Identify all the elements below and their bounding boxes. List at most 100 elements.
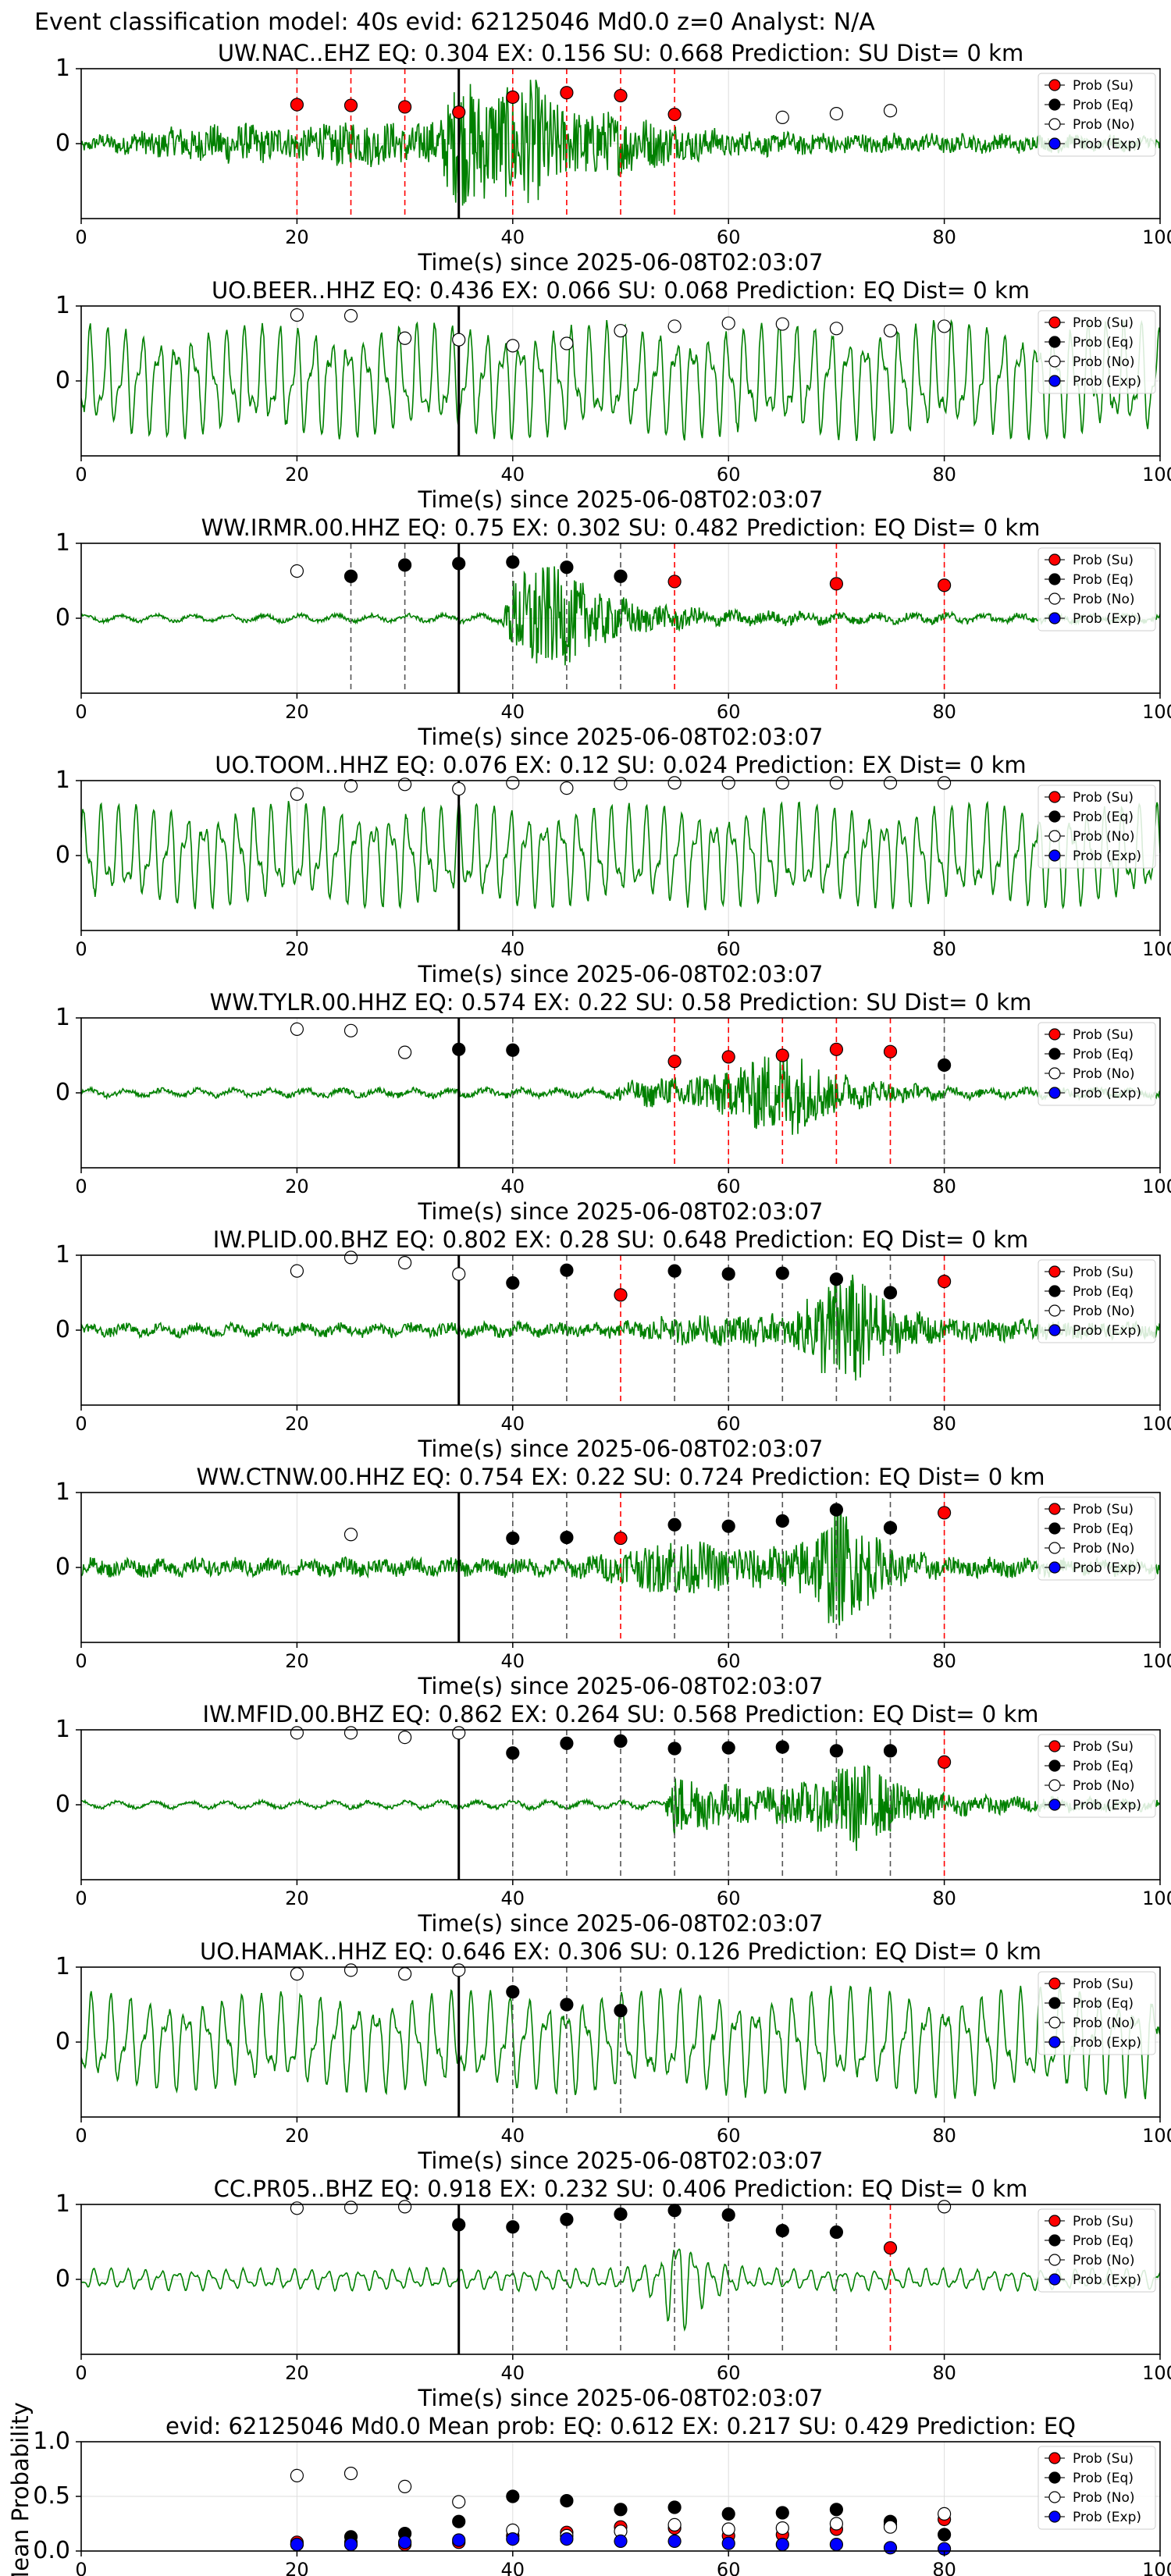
legend-marker-su (1048, 791, 1061, 803)
x-tick-label: 40 (501, 464, 525, 486)
x-tick-label: 0 (75, 1650, 87, 1672)
legend-marker-su (1048, 1265, 1061, 1278)
x-tick-label: 40 (501, 2362, 525, 2384)
waveform-trace (81, 318, 1160, 441)
legend-marker-no (1048, 1779, 1061, 1791)
legend-label: Prob (Exp) (1073, 2272, 1141, 2288)
legend-label: Prob (Su) (1073, 1502, 1134, 1517)
legend-marker-no (1048, 830, 1061, 842)
x-tick-label: 80 (932, 938, 956, 960)
prob-marker-no (937, 776, 952, 790)
legend-label: Prob (No) (1073, 2016, 1135, 2031)
prob-marker-no (397, 1967, 412, 1981)
prob-marker-eq (560, 1998, 574, 2012)
legend-marker-exp (1048, 2510, 1061, 2523)
prob-marker-su (560, 86, 574, 100)
prob-marker-su (614, 1288, 628, 1302)
mean-marker-eq (506, 2489, 520, 2503)
x-tick-label: 0 (75, 2125, 87, 2147)
x-tick-label: 80 (932, 226, 956, 248)
legend-label: Prob (Eq) (1073, 1996, 1134, 2012)
prob-marker-eq (883, 1744, 898, 1758)
prob-marker-su (937, 1506, 952, 1520)
prob-marker-no (452, 781, 466, 796)
legend-marker-no (1048, 2491, 1061, 2503)
y-tick-label: 0 (55, 841, 70, 869)
prob-marker-no (883, 324, 898, 338)
station-title: IW.PLID.00.BHZ EQ: 0.802 EX: 0.28 SU: 0.… (213, 1226, 1029, 1253)
prob-marker-su (452, 105, 466, 119)
prob-marker-eq (560, 1530, 574, 1545)
x-tick-label: 40 (501, 2559, 525, 2576)
station-panel-2: UO.BEER..HHZ EQ: 0.436 EX: 0.066 SU: 0.0… (55, 277, 1171, 513)
legend-marker-su (1048, 2215, 1061, 2227)
prob-marker-no (452, 333, 466, 347)
mean-title: evid: 62125046 Md0.0 Mean prob: EQ: 0.61… (166, 2413, 1076, 2439)
x-tick-label: 20 (285, 2559, 309, 2576)
legend-label: Prob (Eq) (1073, 572, 1134, 588)
x-tick-label: 20 (285, 2125, 309, 2147)
station-panel-8: IW.MFID.00.BHZ EQ: 0.862 EX: 0.264 SU: 0… (55, 1701, 1171, 1937)
station-title: WW.TYLR.00.HHZ EQ: 0.574 EX: 0.22 SU: 0.… (210, 989, 1032, 1016)
legend-label: Prob (Eq) (1073, 1759, 1134, 1774)
x-tick-label: 100 (1142, 2125, 1171, 2147)
mean-marker-no (667, 2517, 682, 2532)
station-title: UO.TOOM..HHZ EQ: 0.076 EX: 0.12 SU: 0.02… (215, 752, 1026, 778)
mean-marker-no (290, 2468, 304, 2482)
x-tick-label: 60 (717, 2559, 741, 2576)
mean-marker-eq (937, 2528, 952, 2542)
prob-marker-su (397, 100, 412, 114)
legend-box (1038, 1496, 1156, 1581)
legend-box (1038, 1259, 1156, 1343)
legend-label: Prob (Eq) (1073, 809, 1134, 825)
x-tick-label: 0 (75, 1176, 87, 1197)
prob-marker-su (721, 1050, 735, 1064)
x-tick-label: 80 (932, 1413, 956, 1435)
legend-label: Prob (Su) (1073, 553, 1134, 568)
legend-box (1038, 73, 1156, 157)
prob-marker-no (506, 776, 520, 790)
x-axis-label: Time(s) since 2025-06-08T02:03:07 (418, 1198, 824, 1225)
y-tick-label: 1 (55, 767, 70, 794)
x-tick-label: 40 (501, 2125, 525, 2147)
prob-marker-eq (829, 1272, 844, 1286)
mean-marker-exp (560, 2532, 574, 2546)
y-tick-label: 0 (55, 130, 70, 157)
prob-marker-eq (883, 1286, 898, 1300)
x-tick-label: 40 (501, 1888, 525, 1909)
legend-marker-su (1048, 1740, 1061, 1752)
prob-marker-eq (775, 1514, 789, 1528)
x-tick-label: 100 (1142, 938, 1171, 960)
mean-marker-no (397, 2479, 412, 2493)
x-tick-label: 0 (75, 1888, 87, 1909)
legend-marker-eq (1048, 1997, 1061, 2009)
prob-marker-eq (506, 1746, 520, 1760)
prob-marker-no (343, 779, 358, 793)
prob-marker-eq (506, 555, 520, 569)
station-title: UO.BEER..HHZ EQ: 0.436 EX: 0.066 SU: 0.0… (212, 277, 1030, 304)
prob-marker-no (397, 1731, 412, 1745)
legend-box (1038, 2446, 1156, 2530)
prob-marker-eq (614, 1734, 628, 1748)
prob-marker-su (667, 1055, 682, 1069)
x-tick-label: 80 (932, 2125, 956, 2147)
mean-marker-no (343, 2467, 358, 2481)
prob-marker-su (667, 575, 682, 589)
station-panel-1: UW.NAC..EHZ EQ: 0.304 EX: 0.156 SU: 0.66… (55, 40, 1171, 276)
prob-marker-eq (829, 1744, 844, 1758)
prob-marker-su (343, 98, 358, 112)
prob-marker-no (290, 787, 304, 801)
x-tick-label: 80 (932, 464, 956, 486)
x-tick-label: 100 (1142, 1413, 1171, 1435)
x-tick-label: 40 (501, 1650, 525, 1672)
y-tick-label: 1 (55, 292, 70, 319)
legend-box (1038, 785, 1156, 869)
x-axis-label: Time(s) since 2025-06-08T02:03:07 (418, 1673, 824, 1699)
prob-marker-no (614, 777, 628, 791)
legend-label: Prob (Su) (1073, 315, 1134, 331)
x-tick-label: 100 (1142, 464, 1171, 486)
mean-marker-exp (775, 2538, 789, 2552)
prob-marker-eq (883, 1521, 898, 1535)
mean-marker-no (452, 2495, 466, 2509)
prob-marker-su (667, 107, 682, 122)
